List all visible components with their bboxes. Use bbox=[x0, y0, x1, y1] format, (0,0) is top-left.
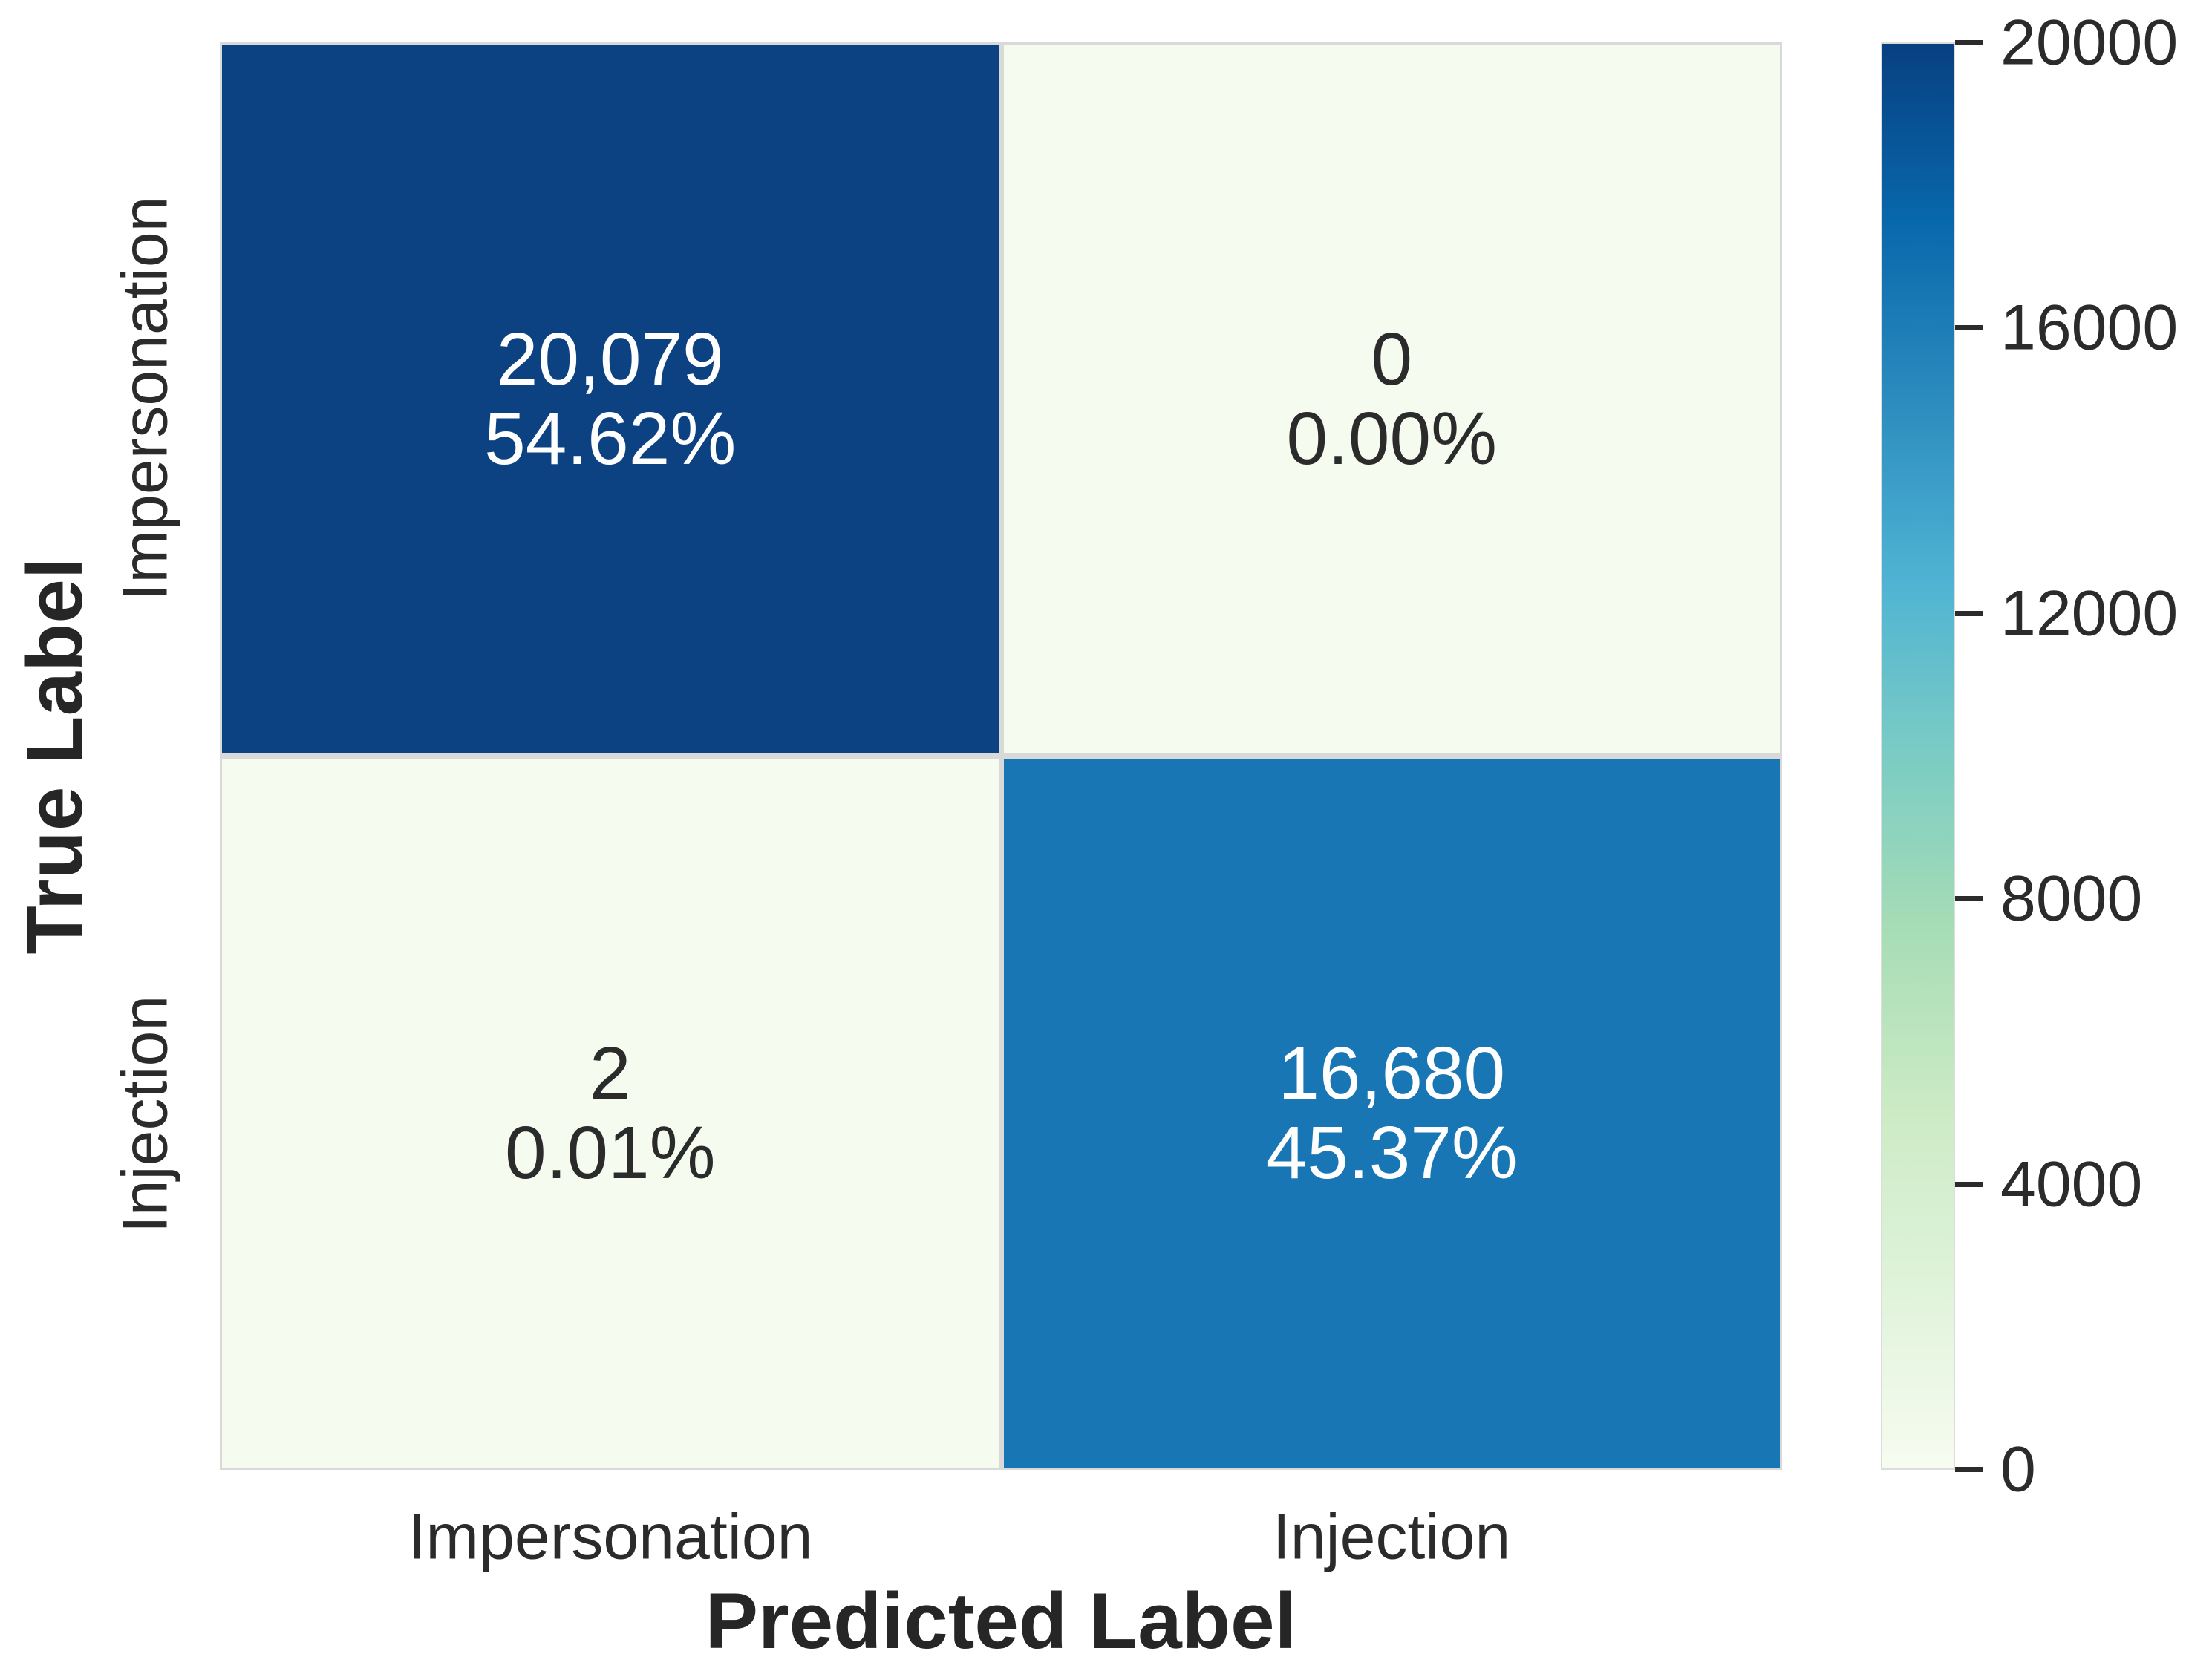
cell-percent: 0.00% bbox=[1286, 396, 1498, 480]
colorbar-tick-dash bbox=[1955, 896, 1983, 901]
cell-percent: 54.62% bbox=[484, 396, 737, 480]
colorbar-tick-16000: 16000 bbox=[2000, 292, 2179, 364]
colorbar-tick-dash bbox=[1955, 325, 1983, 330]
cell-true-injection-pred-injection: 16,680 45.37% bbox=[1003, 759, 1780, 1468]
y-tick-injection: Injection bbox=[109, 995, 181, 1234]
cell-percent: 45.37% bbox=[1265, 1111, 1518, 1194]
colorbar-tick-dash bbox=[1955, 611, 1983, 616]
colorbar-tick-8000: 8000 bbox=[2000, 863, 2143, 935]
cell-true-impersonation-pred-injection: 0 0.00% bbox=[1003, 45, 1780, 753]
cell-count: 2 bbox=[589, 1031, 631, 1115]
colorbar-tick-12000: 12000 bbox=[2000, 578, 2179, 650]
colorbar-tick-0: 0 bbox=[2000, 1433, 2036, 1505]
colorbar-tick-dash bbox=[1955, 1182, 1983, 1187]
heatmap-grid: 20,079 54.62% 0 0.00% 2 0.01% 16,680 45.… bbox=[220, 42, 1782, 1470]
colorbar-tick-dash bbox=[1955, 40, 1983, 45]
cell-count: 0 bbox=[1371, 317, 1413, 401]
cell-true-injection-pred-impersonation: 2 0.01% bbox=[222, 759, 999, 1468]
colorbar-tick-dash bbox=[1955, 1467, 1983, 1472]
y-axis-title: True Label bbox=[10, 557, 99, 955]
colorbar-gradient bbox=[1881, 42, 1955, 1470]
colorbar-tick-20000: 20000 bbox=[2000, 7, 2179, 79]
y-tick-impersonation: Impersonation bbox=[109, 196, 181, 601]
cell-true-impersonation-pred-impersonation: 20,079 54.62% bbox=[222, 45, 999, 753]
cell-percent: 0.01% bbox=[504, 1111, 716, 1194]
x-tick-impersonation: Impersonation bbox=[408, 1501, 813, 1573]
cell-count: 20,079 bbox=[496, 317, 724, 401]
x-axis-title: Predicted Label bbox=[705, 1576, 1297, 1665]
x-tick-injection: Injection bbox=[1272, 1501, 1511, 1573]
colorbar-tick-4000: 4000 bbox=[2000, 1148, 2143, 1220]
cell-count: 16,680 bbox=[1278, 1031, 1506, 1115]
